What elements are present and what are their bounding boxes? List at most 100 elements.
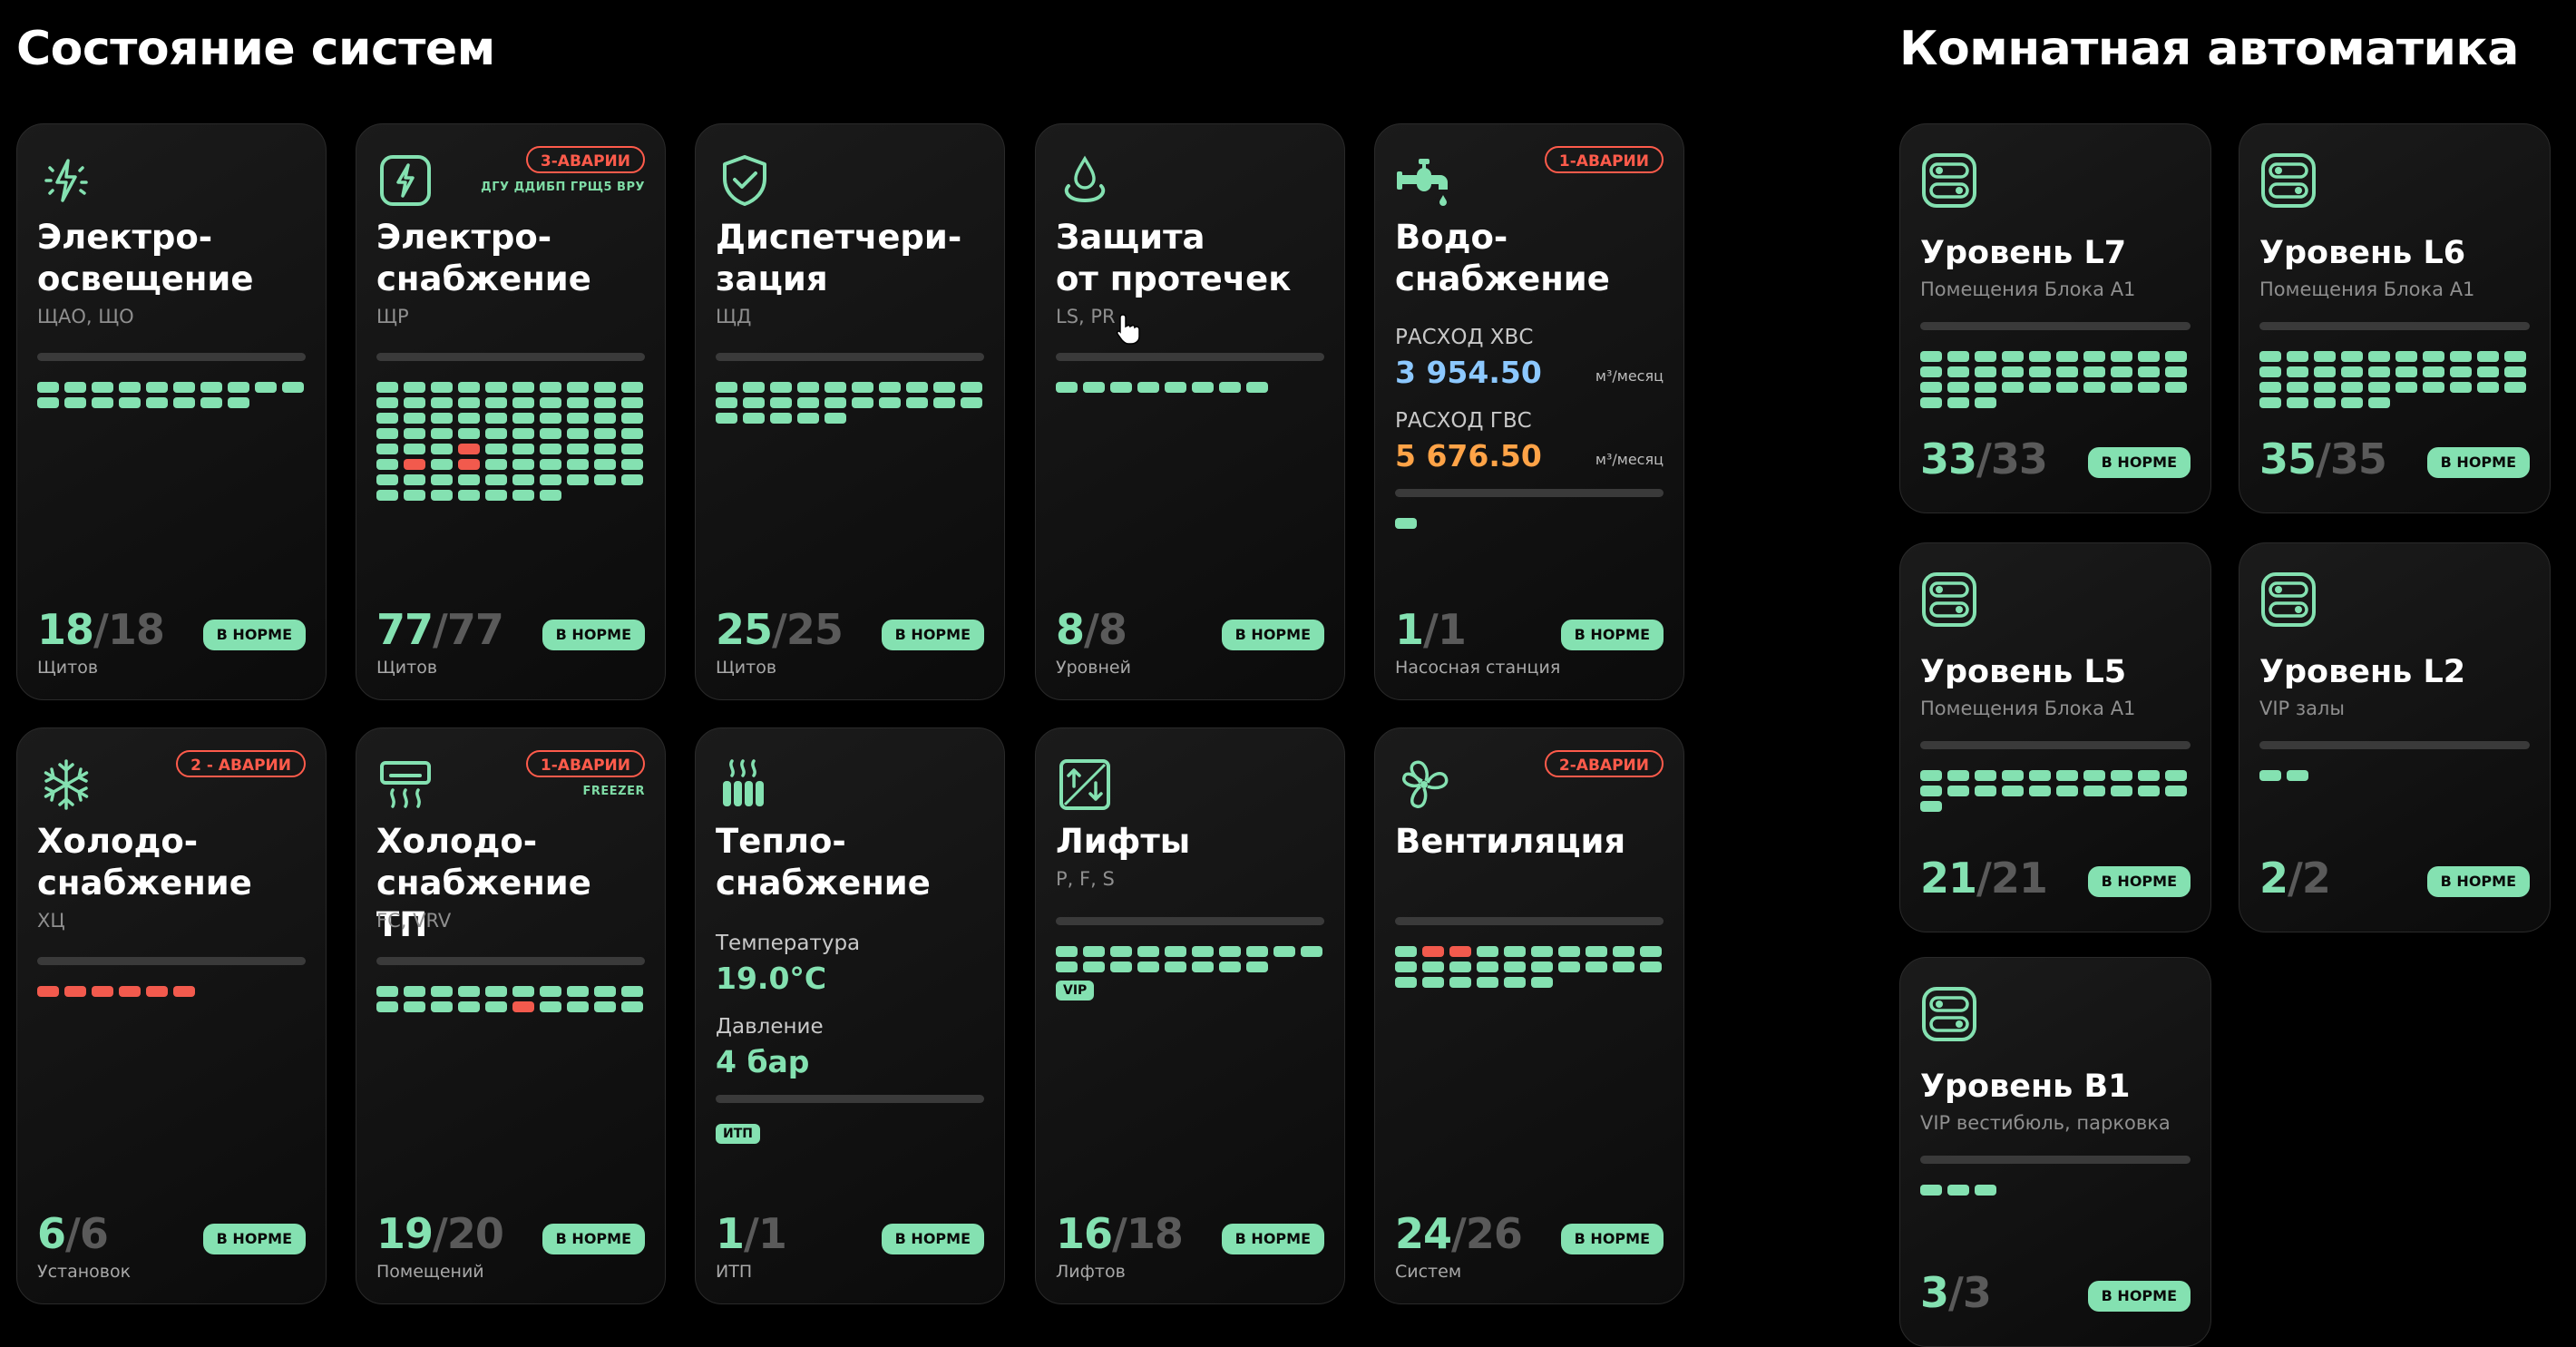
status-pill[interactable]: [879, 397, 901, 408]
status-pill[interactable]: [2314, 382, 2336, 393]
status-pill[interactable]: [2395, 382, 2417, 393]
status-pill[interactable]: [2165, 770, 2187, 781]
status-pill[interactable]: [2314, 397, 2336, 408]
status-pill[interactable]: [1947, 382, 1969, 393]
status-pill[interactable]: [1947, 770, 1969, 781]
status-pill[interactable]: [1219, 961, 1241, 972]
status-pill[interactable]: [458, 459, 480, 470]
status-pill[interactable]: [594, 459, 616, 470]
status-pill[interactable]: [2029, 382, 2051, 393]
status-pill[interactable]: [1920, 366, 1942, 377]
status-pill[interactable]: [1947, 366, 1969, 377]
status-badge[interactable]: В НОРМЕ: [202, 1224, 306, 1254]
status-pill[interactable]: [2259, 382, 2281, 393]
status-pill[interactable]: [621, 382, 643, 393]
status-pill[interactable]: [1395, 977, 1417, 988]
status-pill[interactable]: [173, 986, 195, 997]
status-pill[interactable]: [2314, 366, 2336, 377]
status-pill[interactable]: [567, 397, 589, 408]
status-pill[interactable]: [1219, 382, 1241, 393]
status-pill[interactable]: [1422, 961, 1444, 972]
status-pill[interactable]: [716, 382, 737, 393]
status-pill[interactable]: [1640, 946, 1662, 957]
status-pill[interactable]: [173, 397, 195, 408]
card-cooling_tp[interactable]: 1-АВАРИИ FREEZER Холодо- снабжение ТП FC, V…: [356, 727, 666, 1304]
status-badge[interactable]: В НОРМЕ: [202, 620, 306, 650]
status-pill[interactable]: [1920, 397, 1942, 408]
status-pill[interactable]: [567, 474, 589, 485]
status-pill[interactable]: [1531, 946, 1553, 957]
status-badge[interactable]: В НОРМЕ: [881, 620, 984, 650]
status-pill[interactable]: [621, 1001, 643, 1012]
status-pill[interactable]: [64, 986, 86, 997]
card-power[interactable]: 3-АВАРИИ ДГУ ДДИБП ГРЩ5 ВРУ Электро- снабж…: [356, 123, 666, 700]
status-pill[interactable]: [540, 986, 561, 997]
status-pill[interactable]: [770, 397, 792, 408]
status-pill[interactable]: [485, 382, 507, 393]
status-pill[interactable]: [376, 444, 398, 454]
status-pill[interactable]: [458, 413, 480, 424]
status-pill[interactable]: [1449, 946, 1471, 957]
status-pill[interactable]: [1301, 946, 1322, 957]
status-pill[interactable]: [2259, 351, 2281, 362]
status-pill[interactable]: [1246, 961, 1268, 972]
status-pill[interactable]: [2138, 786, 2160, 796]
status-pill[interactable]: [146, 382, 168, 393]
status-pill[interactable]: [594, 1001, 616, 1012]
status-pill[interactable]: [2111, 770, 2132, 781]
status-pill[interactable]: [2056, 351, 2078, 362]
status-pill[interactable]: [485, 413, 507, 424]
status-pill[interactable]: [376, 1001, 398, 1012]
status-pill[interactable]: [2083, 351, 2105, 362]
status-pill[interactable]: [431, 428, 453, 439]
status-pill[interactable]: [146, 986, 168, 997]
card-leak[interactable]: Защита от протечек LS, PR 8/8 В НОРМЕ Уровне…: [1035, 123, 1345, 700]
status-pill[interactable]: [404, 474, 425, 485]
status-pill[interactable]: [2029, 786, 2051, 796]
status-pill[interactable]: [458, 490, 480, 501]
status-pill[interactable]: [458, 986, 480, 997]
room-card-l7[interactable]: Уровень L7 Помещения Блока А1 33/33 В НОРМЕ: [1899, 123, 2211, 513]
status-pill[interactable]: [2056, 770, 2078, 781]
status-pill[interactable]: [431, 397, 453, 408]
status-pill[interactable]: [2423, 366, 2444, 377]
status-pill[interactable]: [1947, 351, 1969, 362]
card-water[interactable]: 1-АВАРИИ Водо- снабжение РАСХОД ХВС 3 954.5…: [1374, 123, 1684, 700]
status-pill[interactable]: [2165, 382, 2187, 393]
status-pill[interactable]: [743, 382, 765, 393]
status-pill[interactable]: [512, 459, 534, 470]
status-pill[interactable]: [2056, 366, 2078, 377]
status-pill[interactable]: [1273, 946, 1295, 957]
status-pill[interactable]: [2165, 351, 2187, 362]
status-pill[interactable]: [1531, 977, 1553, 988]
status-badge[interactable]: В НОРМЕ: [2087, 1281, 2191, 1312]
status-pill[interactable]: [2111, 366, 2132, 377]
status-pill[interactable]: [594, 474, 616, 485]
status-pill[interactable]: [743, 397, 765, 408]
status-pill[interactable]: [431, 986, 453, 997]
status-pill[interactable]: [797, 413, 819, 424]
status-pill[interactable]: [2002, 786, 2024, 796]
status-pill[interactable]: [621, 459, 643, 470]
status-pill[interactable]: [512, 397, 534, 408]
status-pill[interactable]: [594, 444, 616, 454]
status-pill[interactable]: [1477, 961, 1498, 972]
status-pill[interactable]: [431, 474, 453, 485]
status-pill[interactable]: [146, 397, 168, 408]
status-pill[interactable]: [770, 382, 792, 393]
status-pill[interactable]: [485, 428, 507, 439]
status-pill[interactable]: [1056, 382, 1078, 393]
status-badge[interactable]: В НОРМЕ: [881, 1224, 984, 1254]
status-pill[interactable]: [255, 382, 277, 393]
status-pill[interactable]: [376, 459, 398, 470]
status-pill[interactable]: [567, 444, 589, 454]
status-pill[interactable]: [1137, 382, 1159, 393]
status-pill[interactable]: [2056, 786, 2078, 796]
status-pill[interactable]: [1246, 946, 1268, 957]
status-pill[interactable]: [1192, 961, 1214, 972]
status-pill[interactable]: [376, 382, 398, 393]
status-pill[interactable]: [404, 382, 425, 393]
status-pill[interactable]: [485, 474, 507, 485]
status-pill[interactable]: [2450, 351, 2472, 362]
status-pill[interactable]: [512, 986, 534, 997]
